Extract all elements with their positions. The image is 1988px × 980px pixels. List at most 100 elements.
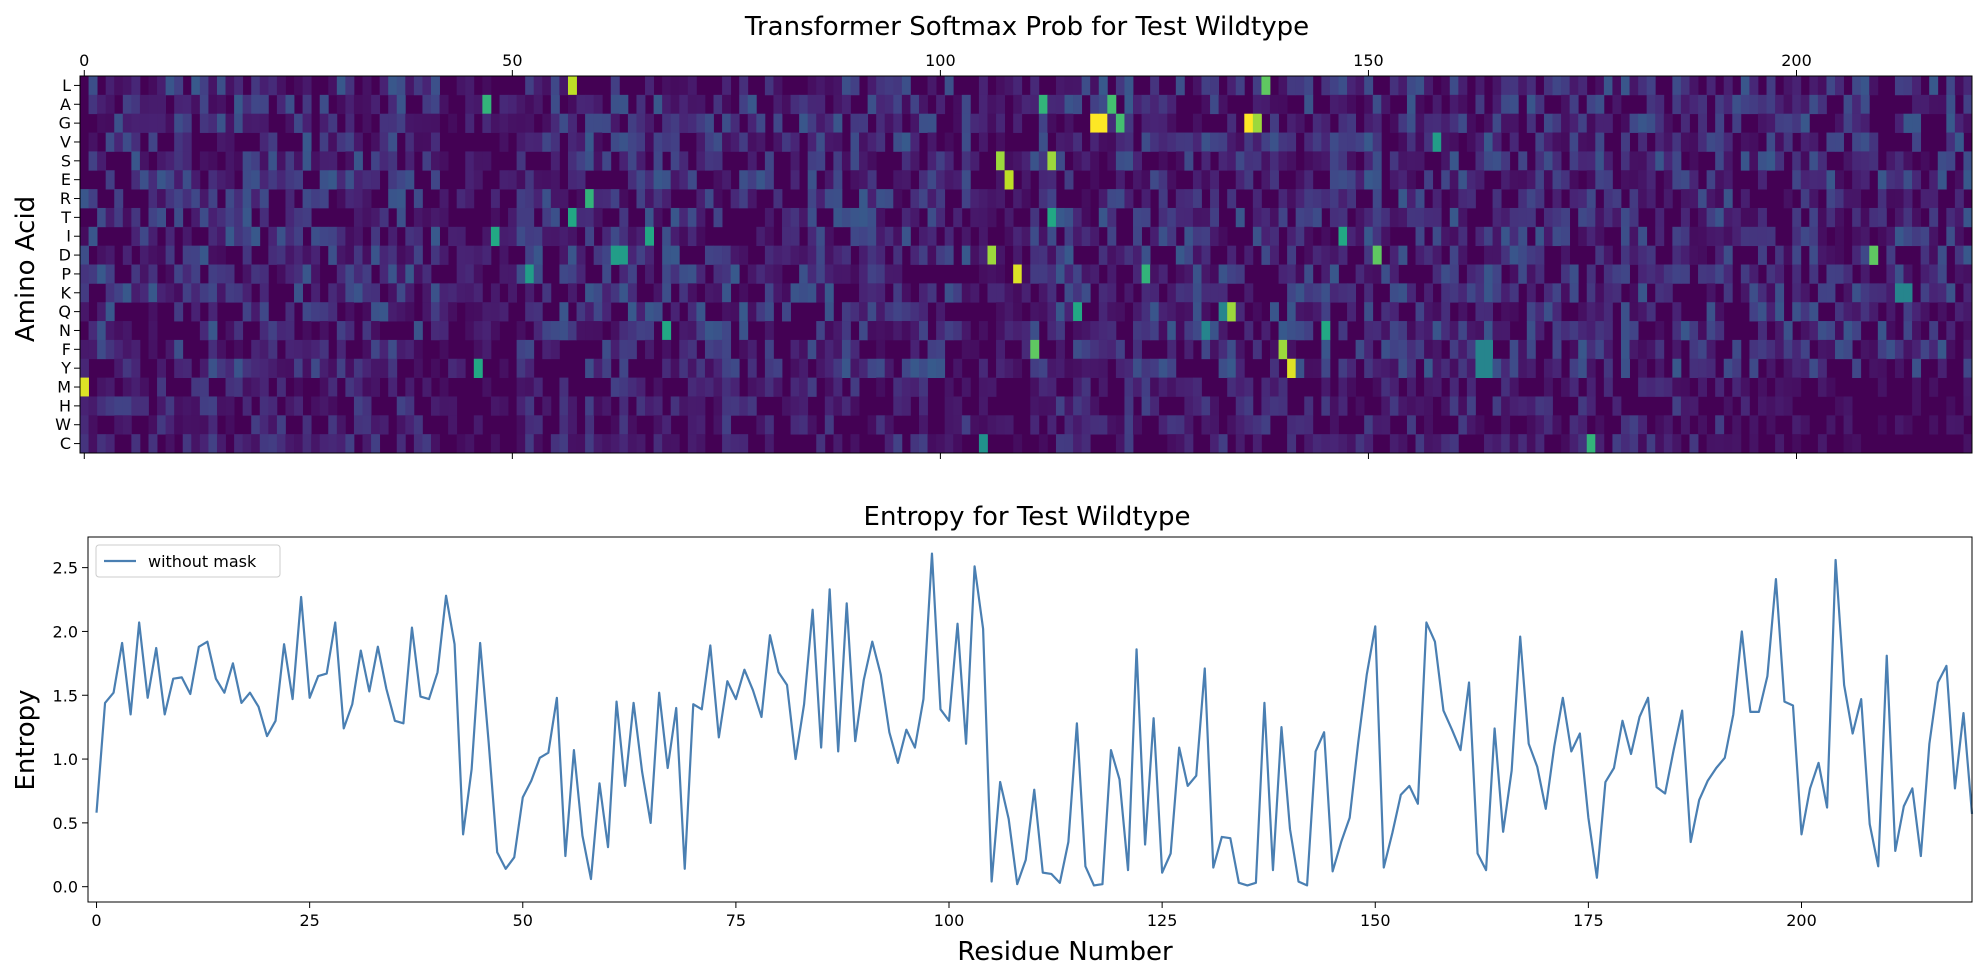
- heatmap-cell: [114, 132, 124, 152]
- heatmap-cell: [1415, 321, 1425, 341]
- heatmap-cell: [1073, 76, 1083, 96]
- heatmap-cell: [1141, 113, 1151, 133]
- heatmap-cell: [1543, 207, 1553, 228]
- heatmap-cell: [268, 358, 278, 378]
- heatmap-cell: [1329, 415, 1339, 435]
- heatmap-cell: [1192, 377, 1202, 397]
- heatmap-cell: [319, 396, 329, 416]
- heatmap-cell: [122, 339, 132, 360]
- heatmap-cell: [285, 245, 295, 265]
- heatmap-cell: [910, 434, 920, 454]
- heatmap-cell: [1141, 321, 1151, 341]
- heatmap-cell: [1706, 132, 1716, 152]
- heatmap-cell: [850, 113, 860, 133]
- heatmap-cell: [687, 321, 697, 341]
- heatmap-cell: [191, 94, 201, 115]
- heatmap-cell: [1406, 377, 1416, 397]
- heatmap-cell: [1475, 358, 1485, 378]
- heatmap-cell: [1073, 377, 1083, 397]
- heatmap-cell: [1954, 170, 1964, 190]
- heatmap-cell: [662, 226, 672, 247]
- heatmap-cell: [1287, 245, 1297, 265]
- heatmap-cell: [319, 358, 329, 378]
- heatmap-cell: [1543, 415, 1553, 435]
- heatmap-cell: [833, 189, 843, 209]
- heatmap-cell: [1158, 226, 1168, 247]
- heatmap-cell: [465, 76, 475, 96]
- heatmap-cell: [1449, 94, 1459, 115]
- heatmap-cell: [1475, 302, 1485, 322]
- heatmap-cell: [1612, 207, 1622, 228]
- heatmap-cell: [1757, 339, 1767, 360]
- heatmap-cell: [1261, 151, 1271, 171]
- heatmap-cell: [1192, 283, 1202, 303]
- heatmap-cell: [1432, 207, 1442, 228]
- heatmap-cell: [619, 207, 629, 228]
- heatmap-cell: [1304, 226, 1314, 247]
- heatmap-cell: [550, 151, 560, 171]
- heatmap-cell: [576, 321, 586, 341]
- heatmap-cell: [1526, 264, 1536, 284]
- heatmap-cell: [1304, 396, 1314, 416]
- heatmap-cell: [1603, 189, 1613, 209]
- heatmap-cell: [1158, 151, 1168, 171]
- heatmap-cell: [1364, 207, 1374, 228]
- heatmap-cell: [1372, 207, 1382, 228]
- heatmap-cell: [345, 358, 355, 378]
- heatmap-cell: [1501, 113, 1511, 133]
- heatmap-cell: [1732, 415, 1742, 435]
- heatmap-cell: [1055, 339, 1065, 360]
- heatmap-cell: [336, 415, 346, 435]
- heatmap-cell: [396, 207, 406, 228]
- heatmap-cell: [850, 151, 860, 171]
- heatmap-cell: [396, 170, 406, 190]
- heatmap-cell: [473, 94, 483, 115]
- heatmap-cell: [747, 377, 757, 397]
- heatmap-cell: [413, 434, 423, 454]
- heatmap-cell: [1912, 207, 1922, 228]
- heatmap-cell: [1218, 434, 1228, 454]
- heatmap-cell: [97, 396, 107, 416]
- heatmap-cell: [525, 226, 535, 247]
- heatmap-cell: [105, 396, 115, 416]
- heatmap-cell: [362, 339, 372, 360]
- heatmap-cell: [1698, 226, 1708, 247]
- heatmap-cell: [1235, 434, 1245, 454]
- heatmap-cell: [1680, 170, 1690, 190]
- heatmap-cell: [1646, 170, 1656, 190]
- heatmap-cell: [1235, 415, 1245, 435]
- heatmap-cell: [1655, 415, 1665, 435]
- heatmap-cell: [944, 321, 954, 341]
- heatmap-cell: [413, 358, 423, 378]
- heatmap-cell: [1381, 226, 1391, 247]
- heatmap-cell: [696, 434, 706, 454]
- heatmap-cell: [1252, 151, 1262, 171]
- heatmap-cell: [1757, 377, 1767, 397]
- heatmap-cell: [1783, 245, 1793, 265]
- heatmap-cell: [1329, 189, 1339, 209]
- heatmap-cell: [1364, 358, 1374, 378]
- heatmap-cell: [508, 207, 518, 228]
- heatmap-cell: [311, 283, 321, 303]
- heatmap-cell: [1449, 132, 1459, 152]
- heatmap-cell: [1406, 321, 1416, 341]
- heatmap-cell: [439, 283, 449, 303]
- heatmap-cell: [953, 113, 963, 133]
- heatmap-cell: [1535, 94, 1545, 115]
- heatmap-cell: [1227, 76, 1237, 96]
- heatmap-cell: [696, 113, 706, 133]
- heatmap-cell: [1141, 358, 1151, 378]
- heatmap-cell: [1021, 321, 1031, 341]
- heatmap-cell: [1809, 321, 1819, 341]
- heatmap-cell: [876, 321, 886, 341]
- heatmap-cell: [473, 170, 483, 190]
- heatmap-cell: [1441, 283, 1451, 303]
- heatmap-cell: [1064, 264, 1074, 284]
- heatmap-cell: [1398, 207, 1408, 228]
- heatmap-cell: [1595, 226, 1605, 247]
- heatmap-cell: [371, 94, 381, 115]
- heatmap-cell: [1509, 113, 1519, 133]
- heatmap-cell: [670, 207, 680, 228]
- heatmap-cell: [739, 76, 749, 96]
- heatmap-cell: [679, 113, 689, 133]
